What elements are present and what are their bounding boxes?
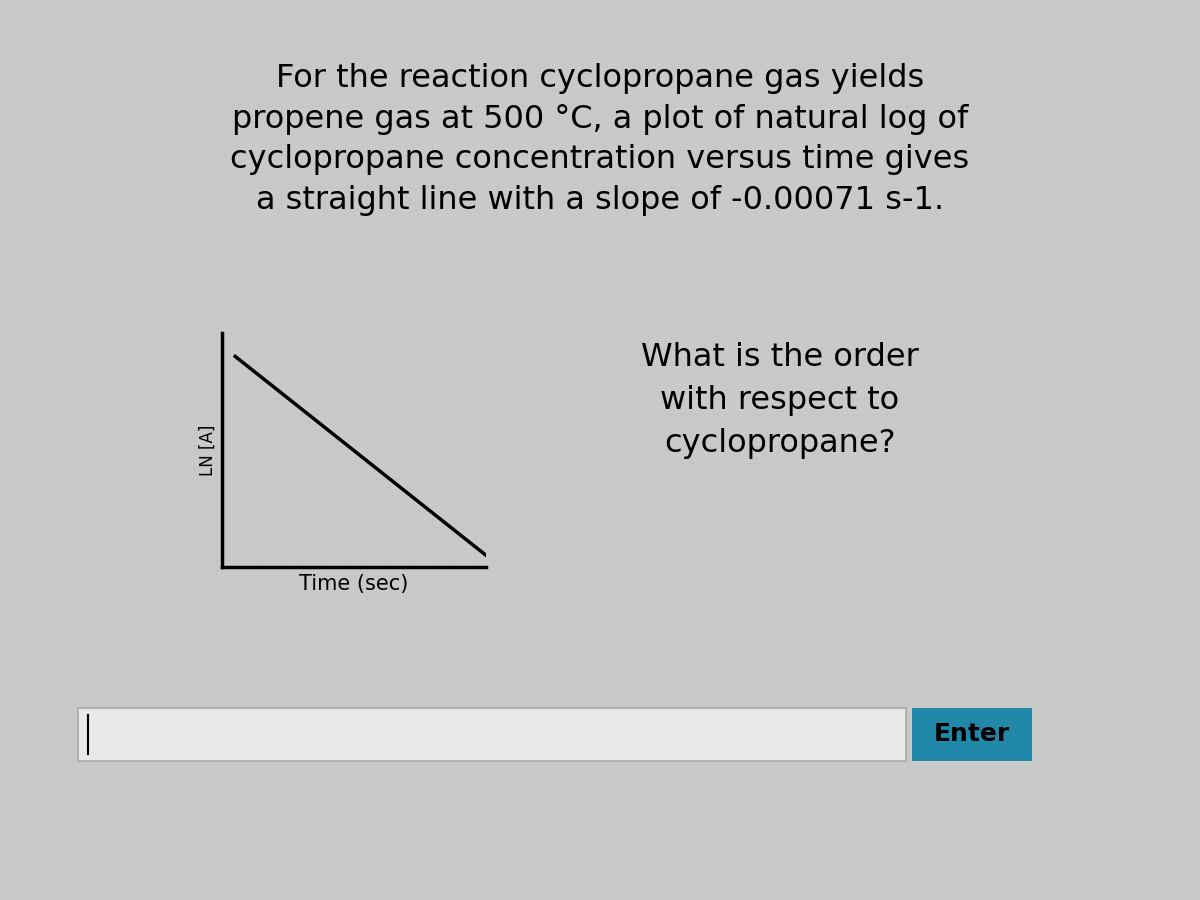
X-axis label: Time (sec): Time (sec): [299, 574, 409, 594]
Text: What is the order
with respect to
cyclopropane?: What is the order with respect to cyclop…: [641, 342, 919, 459]
Text: Enter: Enter: [934, 723, 1010, 746]
FancyBboxPatch shape: [78, 708, 906, 760]
FancyBboxPatch shape: [912, 708, 1032, 760]
Text: For the reaction cyclopropane gas yields
propene gas at 500 °C, a plot of natura: For the reaction cyclopropane gas yields…: [230, 63, 970, 216]
Y-axis label: LN [A]: LN [A]: [198, 424, 216, 476]
